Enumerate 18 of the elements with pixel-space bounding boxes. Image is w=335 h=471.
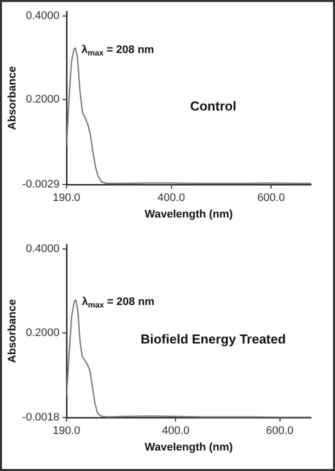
y-tick-label: 0.2000 [26, 326, 60, 339]
y-tick-label: 0.2000 [26, 94, 60, 106]
x-tick-label: 400.0 [158, 192, 186, 204]
x-tick-label: 190.0 [52, 425, 80, 438]
x-tick-label: 190.0 [52, 192, 80, 204]
x-tick-label: 400.0 [162, 425, 190, 438]
y-axis-title: Absorbance [6, 299, 19, 363]
x-tick-label: 600.0 [257, 192, 285, 204]
x-tick-label: 600.0 [266, 425, 294, 438]
y-tick-label: -0.0018 [22, 412, 60, 424]
y-axis-title: Absorbance [6, 66, 19, 130]
x-axis-title: Wavelength (nm) [144, 441, 234, 454]
annotation: Control [190, 98, 236, 114]
y-tick-label: 0.4000 [26, 10, 60, 22]
annotation: Biofield Energy Treated [140, 331, 286, 346]
x-axis-title: Wavelength (nm) [144, 208, 234, 220]
y-tick-label: 0.4000 [26, 242, 60, 255]
y-tick-label: -0.0029 [22, 178, 60, 191]
